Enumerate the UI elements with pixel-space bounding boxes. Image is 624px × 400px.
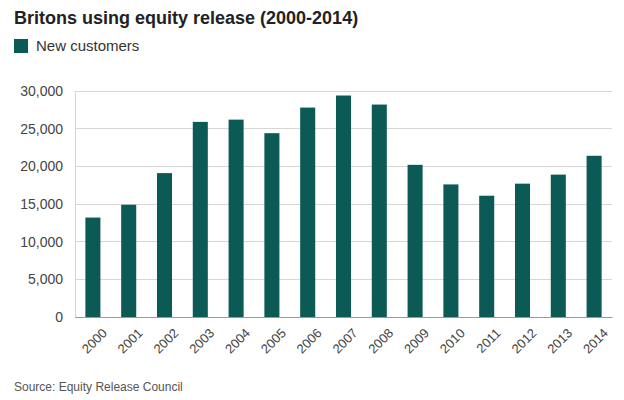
bar — [479, 196, 494, 317]
x-tick: 2014 — [580, 317, 611, 356]
x-tick: 2004 — [222, 317, 253, 356]
x-tick: 2009 — [401, 317, 432, 356]
title: Britons using equity release (2000-2014) — [14, 8, 358, 28]
legend-item: New customers — [14, 37, 139, 54]
x-tick: 2000 — [79, 317, 110, 356]
y-tick: 25,000 — [20, 121, 75, 137]
bar — [408, 165, 423, 317]
source: Source: Equity Release Council — [14, 380, 183, 394]
x-tick: 2008 — [365, 317, 396, 356]
x-tick-label: 2012 — [508, 325, 539, 356]
bar — [85, 218, 100, 317]
y-axis-line — [75, 92, 76, 318]
x-tick-label: 2009 — [401, 325, 432, 356]
x-tick-label: 2013 — [544, 325, 575, 356]
grid — [75, 91, 612, 317]
x-tick: 2003 — [186, 317, 217, 356]
legend-label: New customers — [36, 37, 139, 54]
x-tick: 2001 — [115, 317, 146, 356]
bar — [587, 156, 602, 317]
y-tick: 5,000 — [28, 271, 75, 287]
x-tick-label: 2006 — [294, 325, 325, 356]
x-tick-label: 2003 — [186, 325, 217, 356]
x-axis-line — [76, 317, 613, 318]
legend: New customers — [14, 37, 139, 54]
bar — [300, 108, 315, 317]
y-axis: 0 5,000 10,000 15,000 20,000 25,000 30,000 — [20, 83, 75, 325]
x-tick-label: 2008 — [365, 325, 396, 356]
bar — [443, 184, 458, 317]
bar — [157, 173, 172, 317]
y-tick-label: 10,000 — [20, 234, 63, 250]
y-tick-label: 0 — [55, 309, 63, 325]
y-tick-label: 15,000 — [20, 196, 63, 212]
plot: 0 5,000 10,000 15,000 20,000 25,000 30,000 2000… — [20, 83, 612, 356]
bar — [336, 96, 351, 317]
y-tick: 0 — [55, 309, 75, 325]
bar — [229, 120, 244, 317]
bar — [121, 205, 136, 317]
bar — [372, 105, 387, 317]
x-tick-label: 2000 — [79, 325, 110, 356]
x-tick-label: 2004 — [222, 325, 253, 356]
bar — [193, 122, 208, 317]
x-tick-label: 2001 — [115, 325, 146, 356]
x-tick: 2011 — [473, 317, 503, 356]
y-tick: 20,000 — [20, 158, 75, 174]
x-tick: 2006 — [294, 317, 325, 356]
y-tick-label: 5,000 — [28, 271, 63, 287]
x-tick-label: 2007 — [329, 325, 360, 356]
grid-line — [75, 91, 612, 92]
x-tick: 2013 — [544, 317, 575, 356]
y-tick: 15,000 — [20, 196, 75, 212]
x-tick-label: 2005 — [258, 325, 289, 356]
x-tick: 2010 — [437, 317, 468, 356]
x-tick: 2005 — [258, 317, 289, 356]
bars — [85, 96, 601, 317]
x-tick: 2012 — [508, 317, 539, 356]
x-tick-label: 2014 — [580, 325, 611, 356]
x-tick-label: 2002 — [150, 325, 181, 356]
y-tick-label: 20,000 — [20, 158, 63, 174]
legend-swatch — [14, 39, 28, 53]
x-axis: 2000200120022003200420052006200720082009… — [76, 317, 613, 356]
bar — [264, 133, 279, 317]
x-tick: 2002 — [150, 317, 181, 356]
x-tick: 2007 — [329, 317, 360, 356]
y-tick: 10,000 — [20, 234, 75, 250]
chart: Britons using equity release (2000-2014)… — [0, 0, 624, 400]
y-tick-label: 30,000 — [20, 83, 63, 99]
y-tick-label: 25,000 — [20, 121, 63, 137]
y-tick: 30,000 — [20, 83, 75, 99]
x-tick-label: 2011 — [473, 325, 503, 355]
bar — [551, 175, 566, 317]
bar — [515, 184, 530, 317]
x-tick-label: 2010 — [437, 325, 468, 356]
